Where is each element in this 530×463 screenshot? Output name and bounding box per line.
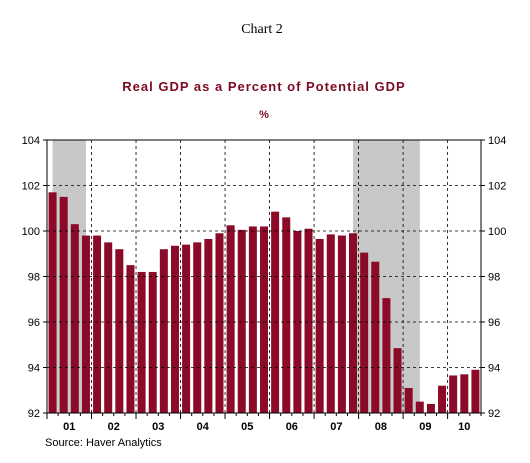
y-tick-label: 100 (22, 226, 40, 238)
bar (271, 211, 280, 413)
bar (382, 298, 391, 413)
bar (226, 225, 235, 413)
bar (471, 369, 480, 413)
bar (393, 348, 402, 413)
x-tick-label: 01 (63, 421, 75, 433)
bar (404, 387, 413, 413)
y-tick-label: 92 (28, 408, 40, 420)
bar (215, 233, 224, 413)
chart-subtitle: % (259, 109, 269, 121)
bar (182, 244, 191, 413)
bar (81, 235, 90, 413)
bar (460, 374, 469, 413)
bar (93, 235, 102, 413)
y-tick-label-right: 104 (488, 135, 506, 147)
x-tick-label: 09 (419, 421, 431, 433)
chart-title: Real GDP as a Percent of Potential GDP (122, 79, 405, 94)
y-tick-label: 98 (28, 272, 40, 284)
y-tick-label: 96 (28, 317, 40, 329)
x-tick-label: 03 (152, 421, 164, 433)
bar (237, 229, 246, 413)
bar (371, 261, 380, 413)
x-axis: 01 02 03 04 05 06 07 08 09 10 (46, 413, 482, 433)
bar (204, 238, 213, 413)
bar (282, 217, 291, 413)
bar (349, 233, 358, 413)
x-tick-label: 08 (375, 421, 387, 433)
bar (170, 245, 179, 413)
bar (159, 249, 168, 413)
x-tick-label: 10 (458, 421, 470, 433)
bar (193, 242, 202, 413)
bar (48, 192, 57, 413)
bar (59, 196, 68, 413)
y-axis-right: 92 94 96 98 100 102 104 (481, 135, 506, 420)
bar (426, 403, 435, 413)
bar (304, 228, 313, 413)
bar (415, 401, 424, 413)
bar (438, 385, 447, 413)
bar (259, 226, 269, 413)
y-tick-label-right: 98 (488, 272, 500, 284)
bar (360, 252, 369, 413)
y-tick-label-right: 92 (488, 408, 500, 420)
y-tick-label-right: 102 (488, 181, 506, 193)
bar (337, 235, 346, 413)
source-note: Source: Haver Analytics (45, 437, 162, 449)
bar (148, 271, 157, 413)
x-tick-label: 02 (108, 421, 120, 433)
x-tick-label: 07 (330, 421, 342, 433)
bar-series (48, 192, 480, 413)
y-tick-label-right: 94 (488, 363, 500, 375)
bar (115, 249, 124, 413)
recession-band (52, 140, 86, 413)
bar (449, 375, 458, 413)
x-tick-label: 04 (197, 421, 210, 433)
bar (248, 226, 257, 413)
bar (315, 238, 324, 413)
x-tick-label: 06 (286, 421, 298, 433)
y-tick-label: 104 (22, 135, 40, 147)
bar (326, 234, 335, 413)
chart-number: Chart 2 (241, 22, 283, 37)
bar (137, 271, 146, 413)
y-tick-label: 102 (22, 181, 40, 193)
x-tick-label: 05 (241, 421, 253, 433)
y-tick-label-right: 96 (488, 317, 500, 329)
y-tick-label-right: 100 (488, 226, 506, 238)
bar (293, 231, 302, 413)
bar (70, 224, 79, 413)
y-axis-left: 92 94 96 98 100 102 104 (22, 135, 47, 420)
bar (104, 242, 113, 413)
y-tick-label: 94 (28, 363, 40, 375)
bar (126, 265, 135, 413)
